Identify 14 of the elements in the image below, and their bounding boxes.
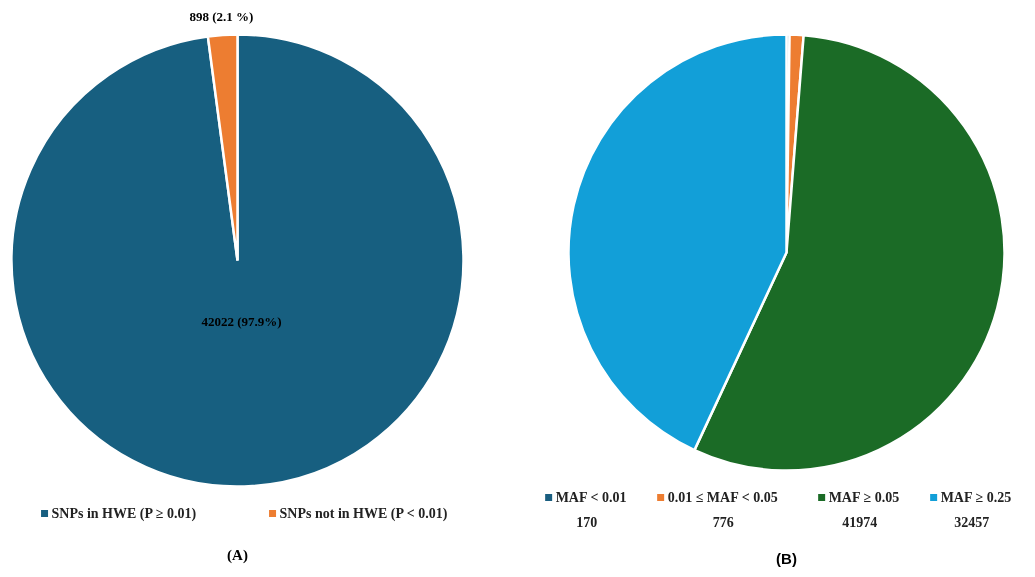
data-label: 898 (2.1 %) <box>189 9 254 25</box>
legend-label: MAF ≥ 0.25 <box>940 490 1012 505</box>
data-label: 41974 <box>842 514 878 530</box>
text: (B) <box>776 549 797 567</box>
legend-label: 0.01 ≤ MAF < 0.05 <box>667 490 778 505</box>
data-label: 42022 (97.9%) <box>201 313 282 329</box>
data-label: 170 <box>576 514 598 530</box>
legend-label: SNPs in HWE (P ≥ 0.01) <box>51 506 197 522</box>
legend-label: MAF < 0.01 <box>555 490 627 505</box>
data-label: 32457 <box>954 514 990 530</box>
text: (A) <box>227 546 248 564</box>
legend-label: SNPs not in HWE (P < 0.01) <box>279 506 448 522</box>
data-label: 776 <box>712 514 734 530</box>
legend-label: MAF ≥ 0.05 <box>828 490 900 505</box>
